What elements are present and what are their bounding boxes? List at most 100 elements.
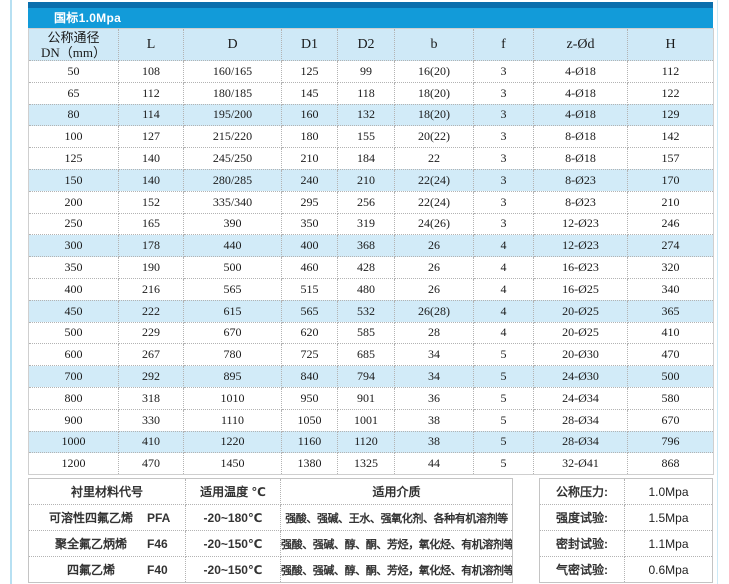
cell: 28-Ø34 (533, 408, 628, 432)
cell: 565 (183, 277, 282, 301)
cell: 1380 (281, 452, 338, 476)
cell: 670 (627, 408, 714, 432)
top-accent-strip (28, 2, 713, 8)
material-header-cell: 衬里材料代号 (28, 478, 186, 506)
cell: 1050 (281, 408, 338, 432)
cell: 184 (337, 147, 395, 170)
cell: 470 (627, 343, 714, 367)
material-header-cell: 适用温度 ℃ (185, 478, 281, 506)
cell: 300 (28, 234, 119, 258)
cell: 390 (183, 212, 282, 236)
table-row: 80 114 195/200 160 132 18(20) 3 4-Ø18 129 (28, 103, 714, 127)
cell: 170 (627, 168, 714, 192)
cell: 152 (118, 190, 184, 214)
cell: 195/200 (183, 103, 282, 127)
cell: 22(24) (394, 168, 474, 192)
cell: 24-Ø30 (533, 365, 628, 388)
header-row: 公称通径 DN（mm） L D D1 D2 b f z-Ød H (28, 28, 714, 61)
cell: 450 (28, 299, 119, 323)
bottom-section: 衬里材料代号 适用温度 ℃ 适用介质 可溶性四氟乙烯 PFA -20~180℃ 强酸、强碱… (28, 478, 713, 584)
cell: 365 (627, 299, 714, 323)
cell: 267 (118, 343, 184, 367)
cell: 245/250 (183, 147, 282, 170)
cell: 350 (28, 256, 119, 279)
cell: 34 (394, 365, 474, 388)
cell: 80 (28, 103, 119, 127)
cell: 180 (281, 125, 338, 149)
cell: 1200 (28, 452, 119, 476)
cell: 22 (394, 147, 474, 170)
material-row: 聚全氟乙炳烯 F46 -20~150℃ 强酸、强碱、醇、酮、芳烃，氧化烃、有机溶剂等 (28, 530, 513, 558)
standard-title: 国标1.0Mpa (54, 11, 122, 25)
cell: 5 (473, 386, 534, 410)
cell: 99 (337, 60, 395, 83)
table-row: 900 330 1110 1050 1001 38 5 28-Ø34 670 (28, 408, 714, 432)
cell: 16(20) (394, 60, 474, 83)
pressure-rating-table: 公称压力: 1.0Mpa 强度试验: 1.5Mpa 密封试验: 1.1Mpa 气密试验: 0.… (539, 478, 713, 584)
cell: 440 (183, 234, 282, 258)
table-row: 800 318 1010 950 901 36 5 24-Ø34 580 (28, 386, 714, 410)
cell: 190 (118, 256, 184, 279)
cell: 3 (473, 81, 534, 105)
cell: 4 (473, 277, 534, 301)
cell: 950 (281, 386, 338, 410)
pressure-row: 气密试验: 0.6Mpa (539, 556, 713, 584)
cell: 3 (473, 60, 534, 83)
cell: 32-Ø41 (533, 452, 628, 476)
cell: 500 (183, 256, 282, 279)
cell: 155 (337, 125, 395, 149)
material-name-cell: 四氟乙烯 F40 (28, 556, 186, 584)
cell: 1120 (337, 430, 395, 454)
cell: 685 (337, 343, 395, 367)
cell: 515 (281, 277, 338, 301)
cell: 256 (337, 190, 395, 214)
cell: 127 (118, 125, 184, 149)
cell: 200 (28, 190, 119, 214)
cell: 160/165 (183, 60, 282, 83)
cell: 1001 (337, 408, 395, 432)
cell: 26 (394, 234, 474, 258)
material-name-cell: 可溶性四氟乙烯 PFA (28, 504, 186, 532)
cell: 780 (183, 343, 282, 367)
temperature-range: -20~150℃ (185, 556, 281, 584)
cell: 50 (28, 60, 119, 83)
cell: 5 (473, 430, 534, 454)
cell: 38 (394, 430, 474, 454)
cell: 615 (183, 299, 282, 323)
cell: 428 (337, 256, 395, 279)
cell: 20-Ø30 (533, 343, 628, 367)
cell: 670 (183, 321, 282, 345)
material-table-body: 可溶性四氟乙烯 PFA -20~180℃ 强酸、强碱、王水、强氧化剂、各种有机溶剂等聚… (28, 504, 513, 584)
cell: 246 (627, 212, 714, 236)
cell: 585 (337, 321, 395, 345)
material-code: F40 (147, 562, 168, 577)
cell: 28-Ø34 (533, 430, 628, 454)
cell: 65 (28, 81, 119, 105)
table-row: 50 108 160/165 125 99 16(20) 3 4-Ø18 112 (28, 60, 714, 83)
cell: 36 (394, 386, 474, 410)
cell: 24(26) (394, 212, 474, 236)
material-name: 可溶性四氟乙烯 (48, 511, 133, 526)
cell: 26(28) (394, 299, 474, 323)
table-row: 600 267 780 725 685 34 5 20-Ø30 470 (28, 343, 714, 367)
cell: 796 (627, 430, 714, 454)
cell: 1325 (337, 452, 395, 476)
cell: 1110 (183, 408, 282, 432)
cell: 580 (627, 386, 714, 410)
cell: 22(24) (394, 190, 474, 214)
table-row: 150 140 280/285 240 210 22(24) 3 8-Ø23 170 (28, 168, 714, 192)
cell: 725 (281, 343, 338, 367)
cell: 3 (473, 125, 534, 149)
cell: 480 (337, 277, 395, 301)
cell: 3 (473, 190, 534, 214)
temperature-range: -20~180℃ (185, 504, 281, 532)
cell: 112 (627, 60, 714, 83)
pressure-value: 1.5Mpa (624, 504, 713, 532)
cell: 500 (28, 321, 119, 345)
cell: 8-Ø18 (533, 125, 628, 149)
cell: 895 (183, 365, 282, 388)
cell: 26 (394, 256, 474, 279)
cell: 794 (337, 365, 395, 388)
cell: 114 (118, 103, 184, 127)
material-row: 四氟乙烯 F40 -20~150℃ 强酸、强碱、醇、酮、芳烃，氧化烃、有机溶剂等 (28, 556, 513, 584)
